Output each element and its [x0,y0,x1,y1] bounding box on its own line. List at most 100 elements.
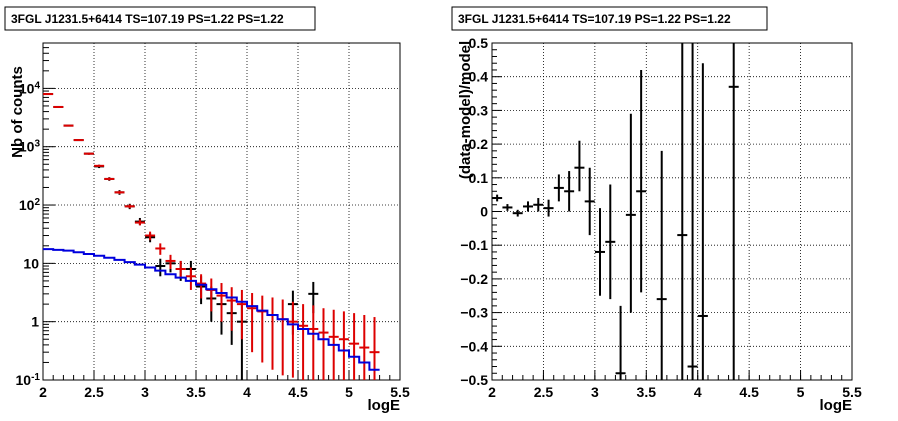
plot-area [43,93,380,380]
data-point [175,260,186,279]
y-tick-label: −0.3 [460,305,488,321]
data-point [512,209,523,217]
x-tick-label: 5.5 [842,384,862,400]
data-point [533,198,544,212]
y-axis-label: (data-model)/model [457,41,474,179]
x-tick-label: 3 [591,384,599,400]
x-tick-label: 2.5 [534,384,554,400]
data-point [73,139,84,142]
data-point [226,287,237,331]
data-point [145,231,156,241]
model-step-line [43,248,380,371]
data-point [155,258,166,277]
y-tick-label: 0.5 [469,35,489,51]
data-point [625,113,636,313]
y-tick-label: 10 [23,255,39,271]
data-point [257,295,268,363]
data-point [728,43,739,380]
y-tick-label: 103 [19,138,41,155]
data-point [94,164,105,167]
data-point [236,289,247,340]
data-point [63,124,74,127]
data-point [615,305,626,380]
x-tick-label: 3 [141,384,149,400]
y-tick-label: 10-1 [16,372,41,389]
data-point [318,308,329,380]
data-point [298,304,309,380]
y-tick-label: −0.2 [460,271,488,287]
data-point [43,93,54,96]
data-point [543,199,554,217]
data-point [697,63,708,380]
y-tick-label: −0.1 [460,237,488,253]
data-point [104,177,115,181]
data-point [206,278,217,312]
data-point [287,301,298,378]
y-tick-label: 104 [19,80,41,97]
x-tick-label: 4 [694,384,702,400]
data-point [53,105,64,108]
y-axis-label: Nb of counts [9,66,26,158]
y-tick-label: −0.5 [460,372,488,388]
x-axis-label: logE [820,397,853,414]
data-point [216,283,227,322]
plot-frame [42,42,401,381]
data-point [165,254,176,270]
data-point [267,297,278,370]
data-point [553,174,564,202]
x-tick-label: 3.5 [186,384,206,400]
y-tick-label: 0.4 [469,69,489,85]
x-tick-label: 2 [39,384,47,400]
data-point [595,208,605,296]
chart-title: 3FGL J1231.5+6414 TS=107.19 PS=1.22 PS=1… [11,12,284,26]
residuals-panel: 3FGL J1231.5+6414 TS=107.19 PS=1.22 PS=1… [451,6,862,414]
data-point [277,299,288,376]
x-tick-label: 5.5 [390,384,410,400]
data-point [584,167,595,236]
data-point [196,274,207,299]
data-point [502,204,513,211]
chart-title: 3FGL J1231.5+6414 TS=107.19 PS=1.22 PS=1… [458,12,731,26]
data-point [83,152,94,155]
x-axis-label: logE [368,397,401,414]
data-point [656,150,667,380]
x-tick-label: 3.5 [637,384,657,400]
x-tick-label: 5 [797,384,805,400]
data-point [605,184,616,300]
data-point [338,311,349,380]
x-tick-label: 2 [488,384,496,400]
data-point [523,201,533,212]
data-point [564,171,575,212]
y-tick-label: 0.2 [469,136,489,152]
data-point [574,140,585,192]
data-point [677,43,688,380]
data-point [349,313,360,380]
x-tick-label: 5 [345,384,353,400]
x-tick-label: 4.5 [288,384,308,400]
y-tick-label: 1 [31,314,39,330]
data-point [185,267,196,290]
y-tick-label: 0.3 [469,102,489,118]
y-tick-label: −0.4 [460,338,488,354]
title-box [4,6,316,31]
x-tick-label: 4.5 [739,384,759,400]
data-point [636,69,647,293]
y-tick-label: 0 [480,204,488,220]
y-tick-label: 102 [19,197,41,214]
data-point [308,305,319,380]
data-point [359,315,370,380]
x-tick-label: 4 [243,384,251,400]
title-box [451,6,768,31]
data-point [247,293,258,353]
data-point [155,243,166,255]
counts-panel: 3FGL J1231.5+6414 TS=107.19 PS=1.22 PS=1… [4,6,410,414]
data-point [687,43,698,380]
data-point [114,190,125,194]
plot-area [492,43,739,380]
data-point [492,194,503,202]
y-tick-label: 0.1 [469,170,489,186]
data-point [124,204,135,209]
x-tick-label: 2.5 [84,384,104,400]
data-point [134,219,145,226]
